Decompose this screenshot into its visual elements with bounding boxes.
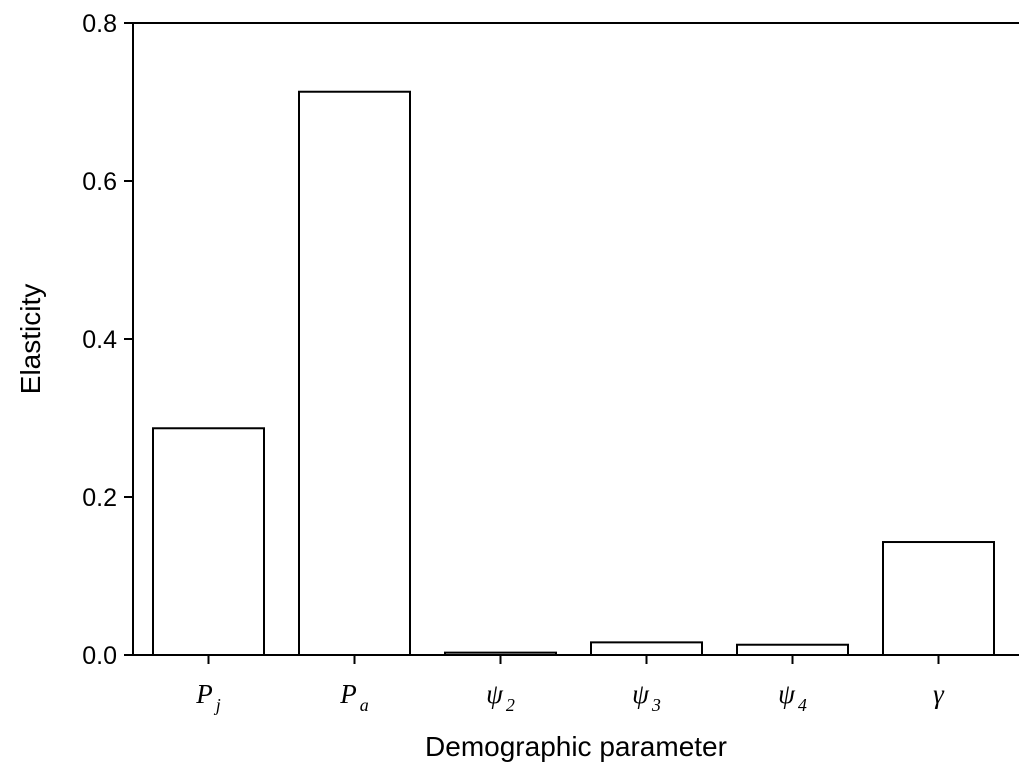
bar	[736, 643, 849, 656]
y-tick-label: 0.4	[82, 326, 117, 354]
bar	[444, 651, 557, 657]
y-tick-label: 0.8	[82, 10, 117, 38]
x-tick-label: γ	[933, 679, 945, 709]
bar	[152, 427, 265, 656]
y-tick-label: 0.0	[82, 642, 117, 670]
bars-group	[152, 90, 995, 657]
bar	[882, 541, 995, 657]
y-tick-label: 0.6	[82, 168, 117, 196]
bar	[590, 641, 703, 656]
y-axis-title: Elasticity	[15, 284, 46, 394]
x-axis-title: Demographic parameter	[425, 731, 727, 762]
y-tick-label: 0.2	[82, 484, 117, 512]
y-axis-ticks: 0.0 0.2 0.4 0.6 0.8	[82, 10, 133, 670]
bar	[298, 90, 411, 657]
